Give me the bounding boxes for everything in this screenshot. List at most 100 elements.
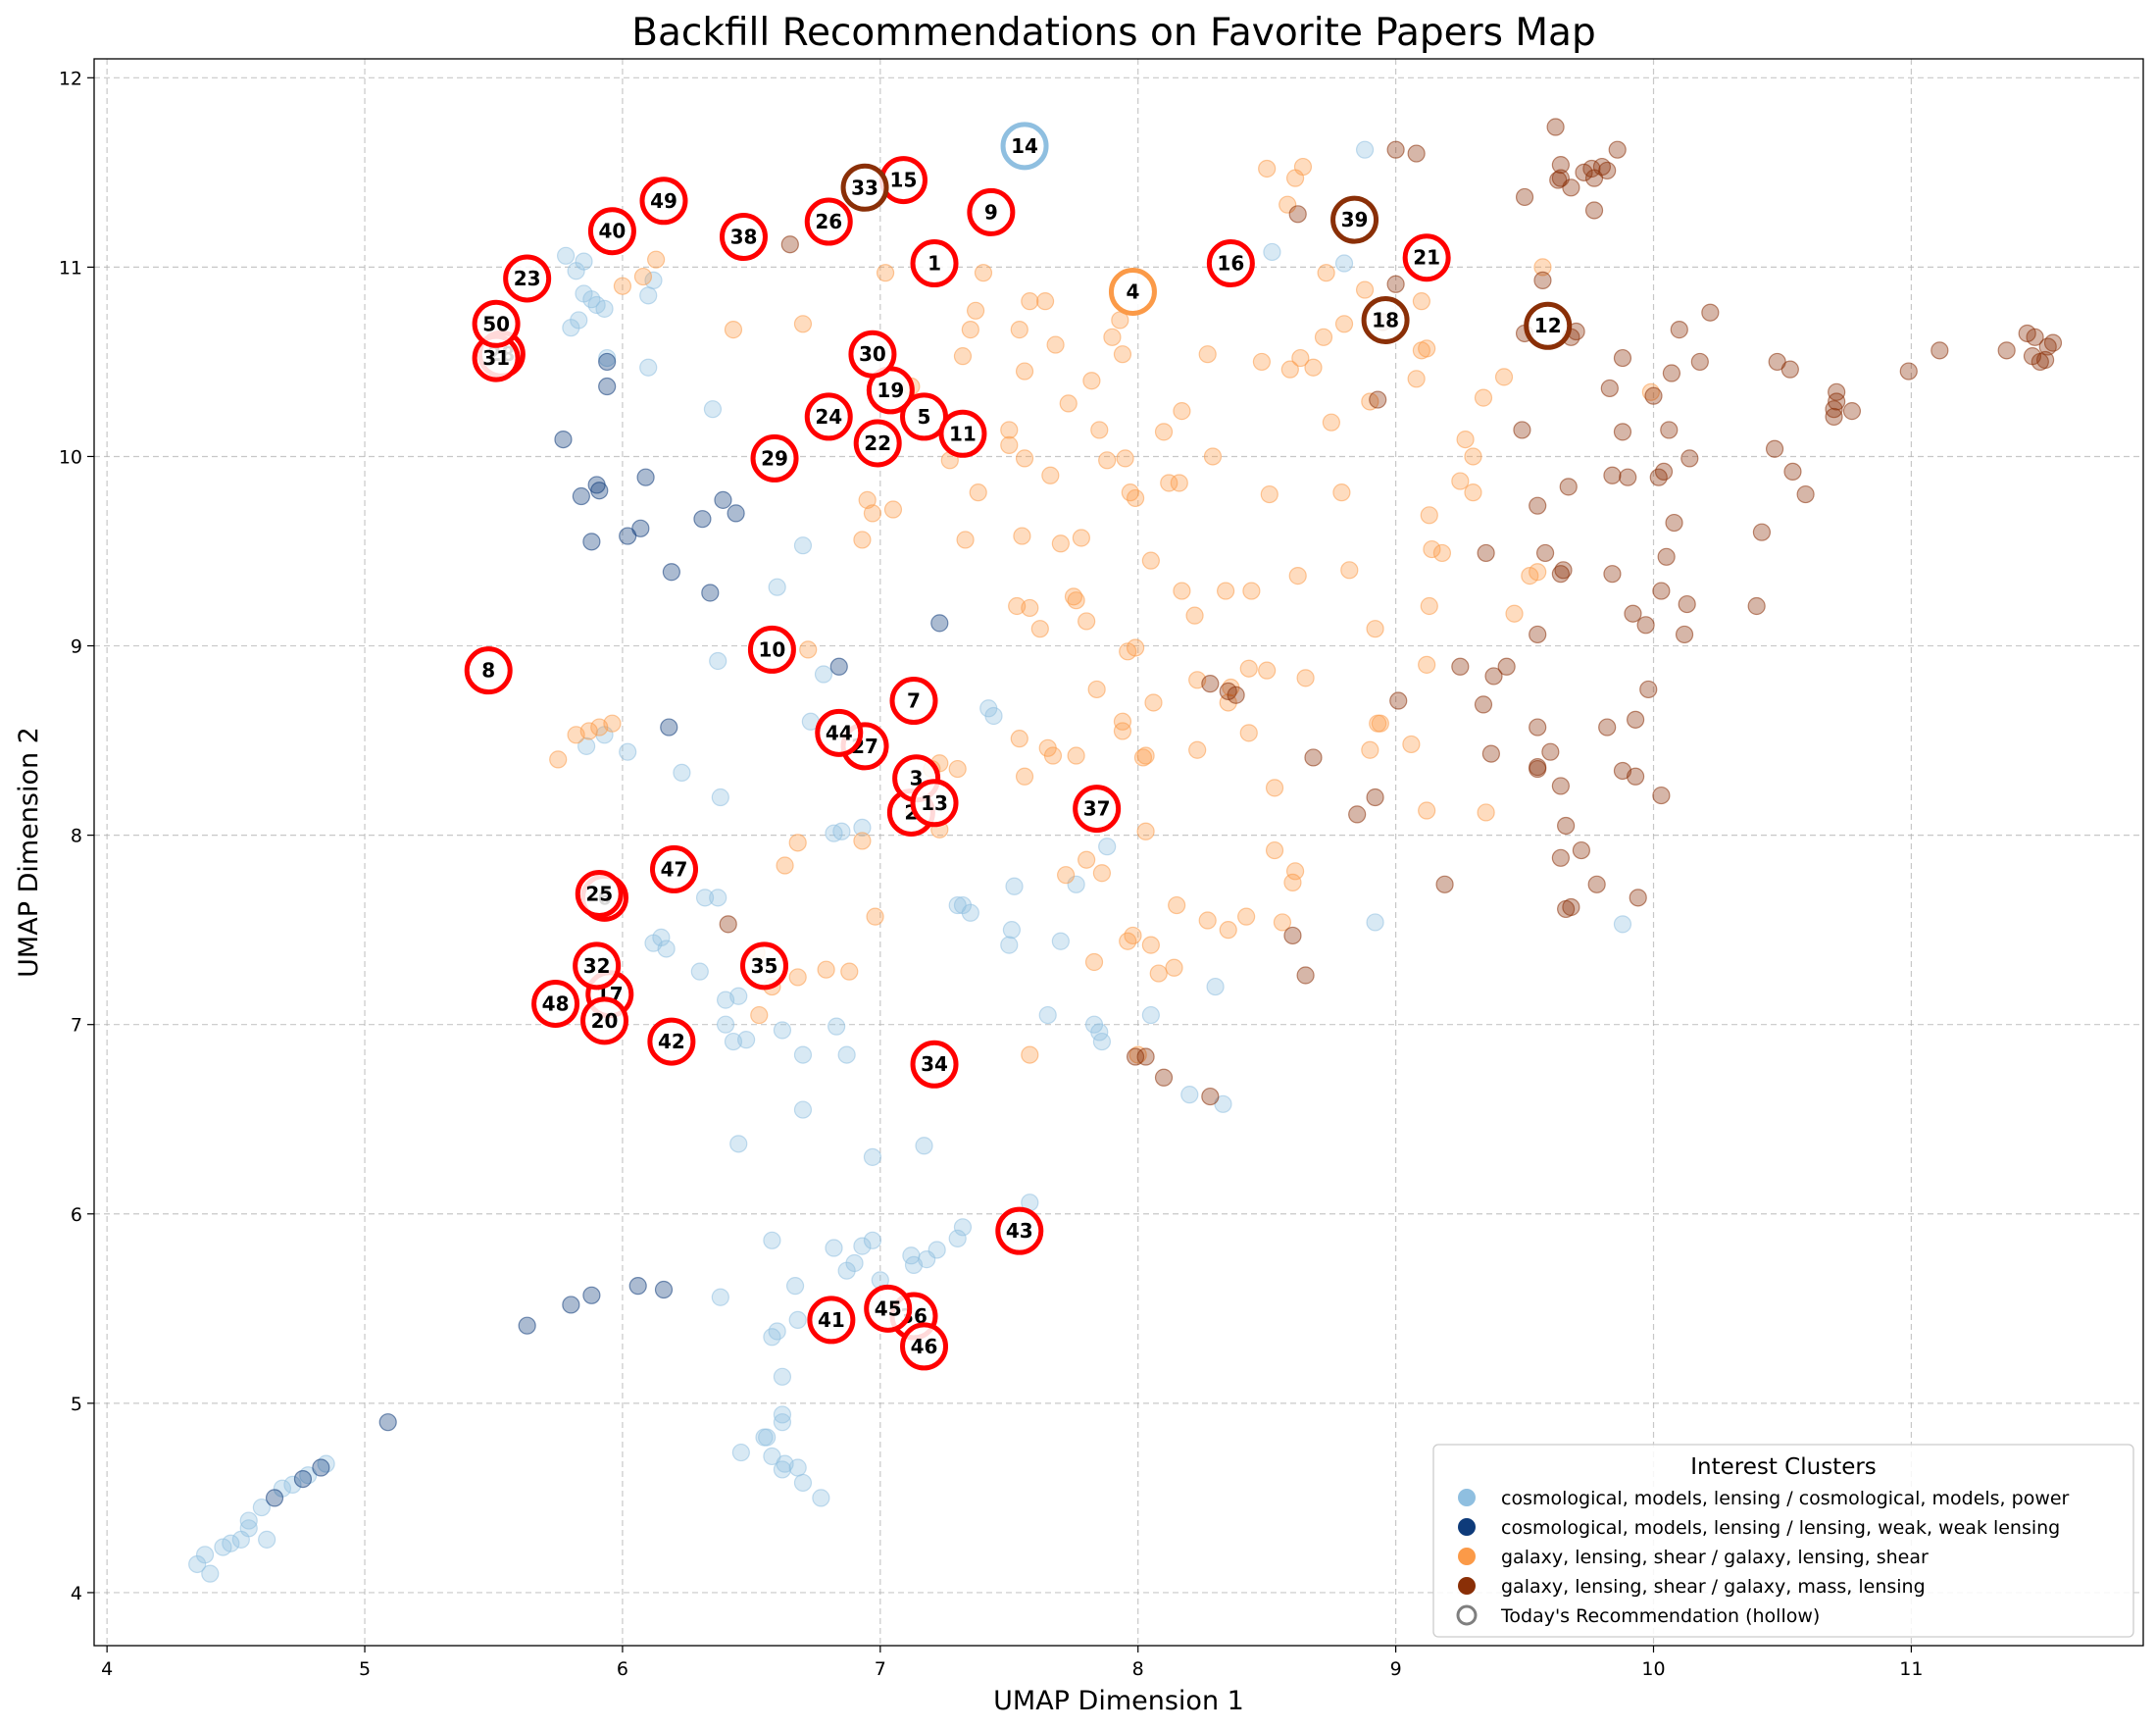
legend-title: Interest Clusters — [1690, 1454, 1877, 1480]
data-point-cluster-3 — [1432, 543, 1452, 563]
data-point-cluster-4 — [1386, 140, 1405, 159]
data-point-cluster-3 — [840, 962, 859, 981]
data-point-cluster-3 — [966, 301, 985, 320]
data-point-cluster-1 — [812, 1489, 830, 1507]
data-point-cluster-1 — [1180, 1086, 1199, 1104]
data-point-cluster-1 — [1206, 977, 1225, 996]
data-point-cluster-1 — [961, 903, 979, 922]
data-point-cluster-1 — [1613, 915, 1632, 934]
legend-marker — [1458, 1518, 1476, 1536]
data-point-cluster-1 — [239, 1519, 258, 1538]
recommendation-ring — [840, 163, 889, 212]
data-point-cluster-4 — [1660, 421, 1679, 439]
recommendation-label: 31 — [482, 346, 510, 370]
data-point-cluster-3 — [776, 856, 794, 875]
recommendation-16: 16 — [1206, 239, 1255, 288]
data-point-cluster-4 — [1435, 875, 1454, 893]
data-point-cluster-3 — [579, 722, 598, 740]
data-point-cluster-3 — [1103, 328, 1122, 346]
y-tick-label: 6 — [71, 1204, 82, 1226]
recommendation-ring — [647, 1017, 696, 1066]
data-point-cluster-4 — [1535, 543, 1555, 563]
recommendation-label: 30 — [859, 342, 886, 366]
x-tick-label: 4 — [101, 1658, 113, 1680]
data-point-cluster-3 — [1144, 693, 1163, 712]
data-point-cluster-4 — [1554, 561, 1573, 580]
recommendation-25: 25 — [575, 869, 624, 918]
data-point-cluster-2 — [660, 718, 678, 737]
data-point-cluster-1 — [915, 1137, 933, 1155]
recommendation-15: 15 — [878, 156, 928, 205]
data-point-cluster-4 — [1654, 462, 1674, 482]
data-point-cluster-4 — [1474, 695, 1493, 714]
data-point-cluster-3 — [1529, 563, 1547, 582]
recommendation-20: 20 — [580, 996, 629, 1045]
data-point-cluster-1 — [598, 348, 617, 368]
y-tick-label: 10 — [59, 446, 82, 468]
data-point-cluster-2 — [930, 614, 949, 633]
recommendation-label: 15 — [890, 169, 918, 192]
recommendation-label: 1 — [928, 252, 941, 276]
data-point-cluster-1 — [652, 928, 671, 946]
recommendation-ring — [1361, 295, 1410, 344]
recommendation-14: 14 — [1000, 122, 1049, 171]
x-tick-label: 9 — [1390, 1658, 1402, 1680]
data-point-cluster-4 — [1546, 118, 1565, 136]
data-point-cluster-3 — [1015, 362, 1034, 381]
recommendation-ring — [910, 779, 959, 828]
recommendation-ring — [1000, 122, 1049, 171]
recommendation-label: 9 — [984, 200, 998, 224]
data-point-cluster-3 — [1126, 488, 1145, 508]
data-point-cluster-1 — [201, 1564, 220, 1583]
data-point-cluster-1 — [582, 290, 601, 309]
data-point-cluster-1 — [1051, 932, 1070, 950]
data-point-cluster-4 — [1624, 604, 1642, 623]
data-point-cluster-2 — [582, 533, 601, 551]
recommendation-44: 44 — [815, 708, 864, 757]
recommendation-45: 45 — [864, 1284, 913, 1333]
data-point-cluster-3 — [1451, 472, 1470, 490]
data-point-cluster-3 — [1265, 779, 1284, 797]
data-point-cluster-1 — [716, 1015, 735, 1034]
data-point-cluster-3 — [1273, 913, 1292, 932]
data-point-cluster-4 — [1126, 1047, 1145, 1066]
data-point-cluster-3 — [1464, 483, 1482, 502]
data-point-cluster-4 — [1348, 805, 1367, 824]
data-point-cluster-4 — [1598, 161, 1617, 180]
data-point-cluster-3 — [1412, 292, 1430, 311]
data-point-cluster-2 — [628, 1277, 647, 1296]
data-point-cluster-3 — [603, 714, 622, 733]
data-point-cluster-4 — [1529, 496, 1547, 515]
recommendation-ring — [815, 708, 864, 757]
data-point-cluster-3 — [1170, 474, 1188, 492]
recommendation-39: 39 — [1330, 195, 1379, 244]
data-points — [188, 118, 2063, 1583]
data-point-cluster-4 — [1629, 889, 1647, 907]
data-point-cluster-3 — [1021, 1045, 1039, 1064]
data-point-cluster-1 — [793, 1473, 813, 1493]
data-point-cluster-1 — [788, 1458, 807, 1477]
data-point-cluster-3 — [633, 267, 653, 286]
data-point-cluster-2 — [829, 657, 848, 676]
data-point-cluster-3 — [1057, 866, 1076, 885]
data-point-cluster-3 — [1474, 388, 1493, 407]
data-point-cluster-1 — [773, 1405, 792, 1424]
data-point-cluster-4 — [1369, 390, 1387, 409]
data-point-cluster-1 — [575, 252, 593, 271]
data-point-cluster-1 — [1141, 1005, 1160, 1025]
data-point-cluster-3 — [1322, 413, 1340, 432]
data-point-cluster-3 — [1059, 394, 1078, 413]
data-point-cluster-4 — [1296, 966, 1315, 985]
data-point-cluster-4 — [1386, 275, 1405, 293]
data-point-cluster-3 — [1168, 895, 1186, 915]
recommendation-label: 45 — [875, 1297, 902, 1320]
data-point-cluster-1 — [773, 1021, 792, 1040]
recommendation-33: 33 — [840, 163, 889, 212]
data-point-cluster-1 — [1002, 921, 1021, 940]
data-point-cluster-3 — [1021, 598, 1039, 618]
data-point-cluster-3 — [1141, 936, 1160, 954]
data-point-cluster-1 — [619, 742, 637, 761]
data-point-cluster-2 — [293, 1469, 313, 1489]
recommendation-label: 47 — [661, 857, 688, 881]
x-tick-label: 7 — [875, 1658, 886, 1680]
